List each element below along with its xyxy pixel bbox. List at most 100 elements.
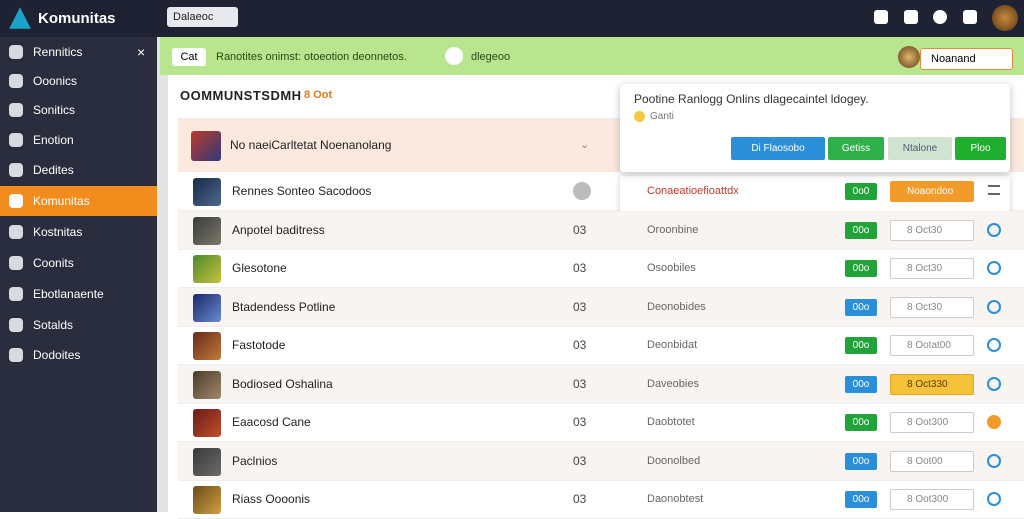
popup-button[interactable]: Getiss — [828, 137, 884, 160]
icon-button[interactable] — [933, 10, 947, 24]
row-name: Rennes Sonteo Sacodoos — [232, 184, 372, 198]
sidebar: Rennitics Ooonics Sonitics Enotion Dedites Ko… — [0, 37, 157, 512]
row-status: Oroonbine — [647, 223, 699, 236]
row-count: 03 — [573, 299, 587, 314]
row-count: 03 — [573, 376, 587, 391]
row-action[interactable]: Noaondoo — [890, 181, 974, 202]
row-badge: 00o — [845, 414, 877, 431]
row-count: 03 — [573, 338, 587, 352]
row-name: Eaacosd Cane — [232, 415, 311, 429]
row-action[interactable]: 8 Oct30 — [890, 296, 974, 318]
sidebar-item[interactable]: Kostnitas — [0, 217, 157, 247]
row-badge: 00o — [845, 221, 877, 239]
row-count: 03 — [573, 453, 587, 468]
thumbnail — [193, 178, 221, 206]
sidebar-item[interactable]: Enotion — [0, 125, 157, 155]
section-tag: 8 Oot — [304, 89, 333, 101]
thumbnail — [193, 447, 221, 476]
table: Rennes Sonteo Sacodoos Conaeatioefioattdx… — [0, 172, 1024, 519]
popup-button[interactable]: Ntalone — [888, 137, 952, 160]
status-icon — [573, 182, 591, 200]
row-badge: 00o — [845, 337, 877, 354]
thumbnail — [193, 255, 221, 283]
table-row[interactable]: Fastotode 03 Deonbidat 00o 8 Ootat00 — [178, 326, 1024, 365]
row-action[interactable]: 8 Oot00 — [890, 450, 974, 472]
row-badge: 00o — [845, 491, 877, 508]
settings-icon[interactable] — [987, 261, 1001, 275]
avatar[interactable] — [992, 5, 1018, 31]
scrollbar[interactable] — [157, 37, 168, 512]
dropdown[interactable]: Dalaeoc — [167, 7, 238, 27]
table-row[interactable]: Paclnios 03 Doonolbed 00o 8 Oot00 — [178, 441, 1024, 481]
settings-icon[interactable] — [987, 338, 1001, 352]
sidebar-item[interactable]: Ooonics — [0, 66, 157, 96]
icon-button[interactable] — [904, 10, 918, 24]
icon-button[interactable] — [963, 10, 977, 24]
close-button[interactable]: × — [137, 44, 146, 60]
thumbnail — [193, 332, 221, 360]
notice-bar — [160, 37, 1024, 75]
sidebar-item[interactable]: Dodoites — [0, 340, 157, 370]
popup-button[interactable]: Di Flaosobo — [731, 137, 825, 160]
menu-icon — [988, 185, 1000, 195]
popup-button[interactable]: Ploo — [955, 137, 1006, 160]
popup-text: Pootine Ranlogg Onlins dlagecaintel ldog… — [634, 92, 869, 106]
table-row[interactable]: Anpotel baditress 03 Oroonbine 00o 8 Oct30 — [178, 210, 1024, 250]
thumbnail — [193, 409, 221, 437]
row-status: Daveobies — [647, 377, 699, 390]
table-row[interactable]: Glesotone 03 Osoobiles 00o 8 Oct30 — [178, 249, 1024, 288]
row-status: Deonobides — [647, 300, 706, 313]
user-field[interactable]: Noanand — [920, 48, 1013, 70]
table-row[interactable]: Riass Oooonis 03 Daonobtest 00o 8 Oot300 — [178, 480, 1024, 519]
table-row[interactable]: Eaacosd Cane 03 Daobtotet 00o 8 Oot300 — [178, 403, 1024, 442]
settings-icon[interactable] — [987, 415, 1001, 429]
row-name: Paclnios — [232, 453, 278, 468]
row-action[interactable]: 8 Oct30 — [890, 258, 974, 279]
sidebar-item[interactable]: Komunitas — [0, 186, 157, 216]
section-title: OOMMUNSTSDMH — [180, 88, 302, 103]
row-badge: 00o — [845, 452, 877, 470]
row-name: Btadendess Potline — [232, 299, 336, 314]
row-action[interactable]: 8 Ootat00 — [890, 335, 974, 356]
sidebar-item[interactable]: Sotalds — [0, 310, 157, 340]
table-row[interactable]: Rennes Sonteo Sacodoos Conaeatioefioattdx… — [178, 172, 1024, 213]
table-row[interactable]: Bodiosed Oshalina 03 Daveobies 00o 8 Oct330 — [178, 364, 1024, 404]
row-action[interactable]: 8 Oct330 — [890, 373, 974, 395]
sidebar-item[interactable]: Rennitics — [0, 37, 157, 67]
chevron[interactable]: ⌄ — [580, 139, 590, 151]
row-status: Osoobiles — [647, 262, 696, 274]
logo[interactable]: Komunitas — [8, 6, 116, 30]
row-count: 03 — [573, 222, 587, 237]
row-status: Doonolbed — [647, 454, 701, 467]
icon-button[interactable] — [445, 47, 463, 65]
row-name: Anpotel baditress — [232, 222, 325, 237]
settings-icon[interactable] — [987, 492, 1001, 506]
row-badge: 00o — [845, 260, 877, 277]
thumbnail — [193, 370, 221, 399]
top-bar — [0, 0, 1024, 37]
row-status: Conaeatioefioattdx — [647, 185, 739, 197]
row-name: Fastotode — [232, 338, 286, 352]
settings-icon[interactable] — [987, 299, 1001, 314]
row-badge: 00o — [845, 298, 877, 316]
sidebar-item[interactable]: Ebotlanaente — [0, 279, 157, 309]
icon-button[interactable] — [874, 10, 888, 24]
user-avatar[interactable] — [898, 46, 920, 68]
notice-button[interactable]: Cat — [172, 48, 206, 66]
featured-title: No naeiCarltetat Noenanolang — [230, 138, 392, 152]
row-action[interactable]: 8 Oot300 — [890, 412, 974, 433]
sidebar-item[interactable]: Sonitics — [0, 95, 157, 125]
table-row[interactable]: Btadendess Potline 03 Deonobides 00o 8 Oct30 — [178, 287, 1024, 327]
sidebar-item[interactable]: Dedites — [0, 155, 157, 185]
sidebar-item[interactable]: Coonits — [0, 248, 157, 278]
notice-link[interactable]: dlegeoo — [471, 51, 511, 63]
row-action[interactable]: 8 Oot300 — [890, 489, 974, 510]
row-status: Daonobtest — [647, 493, 704, 505]
logo-icon — [9, 7, 31, 29]
settings-icon[interactable] — [987, 376, 1001, 391]
settings-icon[interactable] — [987, 453, 1001, 468]
row-action[interactable]: 8 Oct30 — [890, 219, 974, 241]
notice-message: Ranotites onimst: otoeotion deonnetos. — [216, 51, 407, 63]
settings-icon[interactable] — [987, 222, 1001, 237]
